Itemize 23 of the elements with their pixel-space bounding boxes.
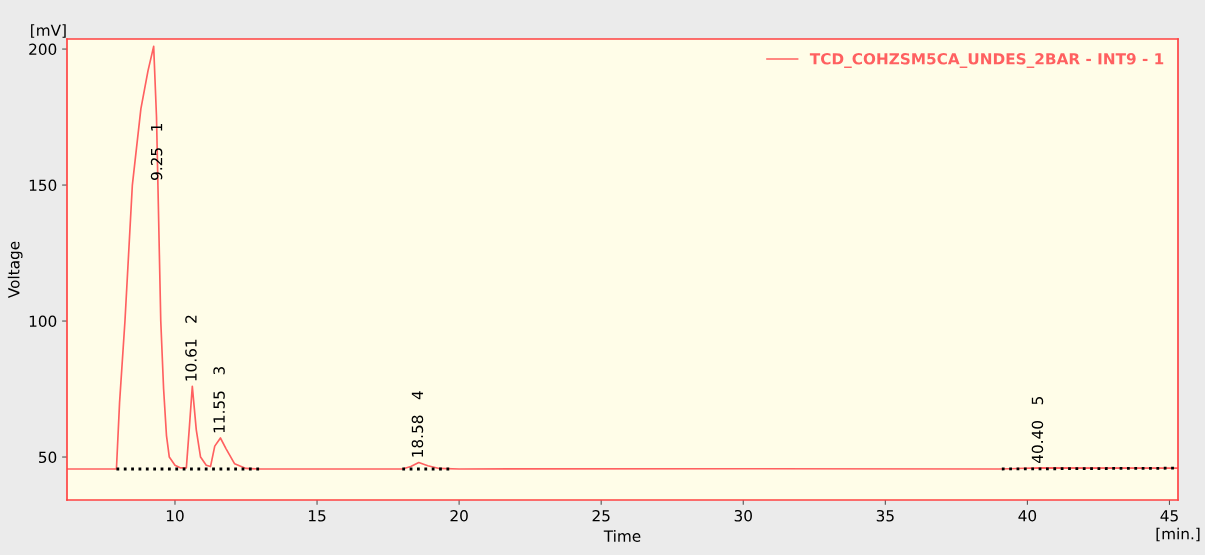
x-tick-label: 45 [1160, 510, 1178, 522]
annotation: 40.40 5 [1031, 397, 1044, 463]
y-tick-label: 50 [39, 451, 57, 464]
y-tick-label: 100 [29, 315, 57, 328]
x-tick-label: 15 [309, 510, 326, 522]
annotation: 10.61 2 [185, 315, 197, 381]
x-tick-label: 35 [876, 509, 894, 522]
annotation: 18.58 4 [411, 391, 424, 457]
x-tick-label: 20 [450, 509, 468, 522]
annotation: 11.55 3 [213, 367, 225, 433]
x-tick-label: 25 [592, 509, 610, 522]
y-tick-label: 200 [29, 43, 57, 56]
y-axis-title: Voltage [7, 241, 23, 299]
y-tick-label: 150 [29, 179, 57, 192]
x-tick-label: 10 [166, 509, 184, 522]
text: [mV] [31, 24, 66, 38]
x-axis-title: Time [603, 530, 641, 542]
legend-label: TCD_COHZSM5CA_UNDES_2BAR - INT9 - 1 [809, 53, 1164, 68]
text: [min.] [1156, 527, 1200, 542]
x-tick-label: 30 [734, 509, 752, 522]
x-tick-label: 40 [1018, 509, 1037, 522]
line-series [67, 45, 1178, 470]
annotation: 9.25 1 [150, 123, 163, 180]
